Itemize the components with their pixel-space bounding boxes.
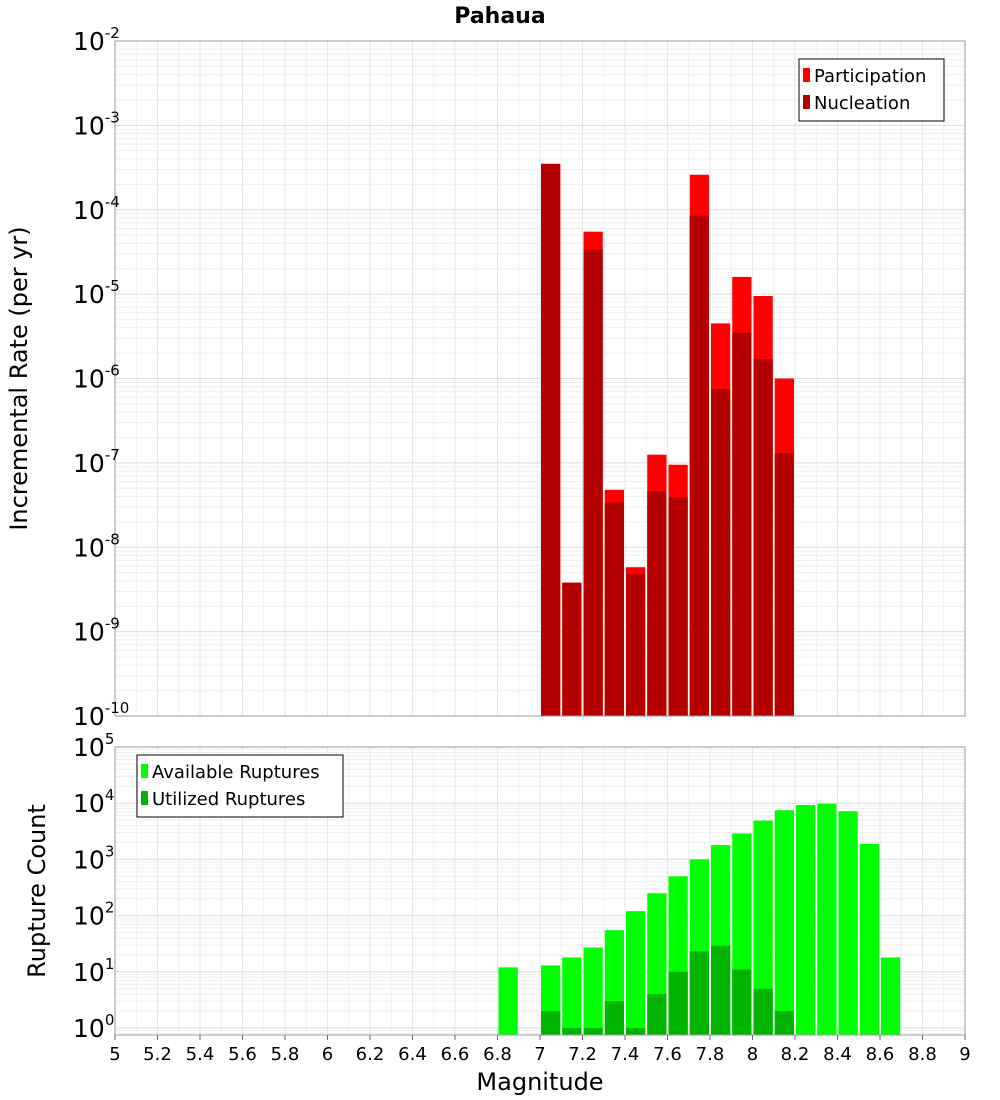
- available-ruptures-bar: [838, 811, 858, 1035]
- x-tick-labels: 5 5.2 5.4 5.6 5.8 6 6.2 6.4 6.6 6.8 7 7.2 7.4 7.6 7.8 8…: [109, 1035, 971, 1065]
- x-tick-label: 9: [959, 1044, 970, 1065]
- available-ruptures-bar: [498, 967, 518, 1035]
- y-tick-label: 10-7: [73, 446, 120, 478]
- available-ruptures-bar: [774, 810, 794, 1035]
- available-ruptures-bar: [626, 911, 646, 1035]
- legend-box: [798, 58, 945, 122]
- bottom-plot-bars: [498, 803, 901, 1035]
- y-tick-label: 105: [73, 730, 114, 762]
- x-tick-label: 6: [322, 1044, 333, 1065]
- utilized-ruptures-bar: [626, 1027, 646, 1035]
- available-ruptures-bar: [562, 957, 582, 1035]
- legend-label: Utilized Ruptures: [152, 789, 305, 810]
- utilized-ruptures-bar: [541, 1011, 561, 1035]
- y-tick-label: 10-5: [73, 277, 120, 309]
- x-axis-label: Magnitude: [476, 1068, 603, 1096]
- y-tick-label: 10-8: [73, 530, 120, 562]
- y-tick-label: 10-3: [73, 108, 120, 140]
- nucleation-bar: [626, 574, 646, 716]
- available-ruptures-bar: [881, 957, 901, 1035]
- x-tick-label: 7.4: [611, 1044, 640, 1065]
- utilized-ruptures-bar: [583, 1027, 603, 1035]
- x-tick-label: 6.2: [356, 1044, 385, 1065]
- y-tick-label: 10-6: [73, 362, 120, 394]
- nucleation-bar: [583, 249, 603, 716]
- nucleation-bar: [647, 491, 667, 716]
- x-tick-label: 7: [534, 1044, 545, 1065]
- x-tick-label: 5.8: [271, 1044, 300, 1065]
- top-y-tick-labels: 10-10 10-9 10-8 10-7 10-6 10-5 10-4 10-3 10-2: [73, 24, 129, 731]
- legend-label: Available Ruptures: [152, 762, 320, 783]
- legend-swatch: [141, 791, 148, 805]
- x-tick-label: 8.6: [866, 1044, 895, 1065]
- bottom-y-axis-label: Rupture Count: [23, 804, 51, 978]
- nucleation-bar: [774, 453, 794, 716]
- available-ruptures-bar: [859, 843, 879, 1035]
- x-tick-label: 6.8: [483, 1044, 512, 1065]
- y-tick-label: 10-2: [73, 24, 120, 56]
- utilized-ruptures-bar: [774, 1011, 794, 1035]
- x-tick-label: 5.6: [228, 1044, 257, 1065]
- y-tick-label: 102: [73, 899, 114, 931]
- x-tick-label: 8.8: [908, 1044, 937, 1065]
- top-plot-grid: [114, 40, 966, 717]
- y-tick-label: 10-10: [73, 699, 129, 731]
- y-tick-label: 10-4: [73, 193, 120, 225]
- x-tick-label: 8.4: [823, 1044, 852, 1065]
- y-tick-label: 101: [73, 955, 114, 987]
- x-tick-label: 6.6: [441, 1044, 470, 1065]
- x-tick-label: 5.2: [143, 1044, 172, 1065]
- y-tick-label: 104: [73, 786, 114, 818]
- nucleation-bar: [732, 332, 752, 716]
- available-ruptures-bar: [753, 820, 773, 1035]
- x-tick-label: 7.6: [653, 1044, 682, 1065]
- available-ruptures-bar: [583, 947, 603, 1035]
- utilized-ruptures-bar: [647, 994, 667, 1035]
- legend-label: Participation: [814, 66, 926, 87]
- nucleation-bar: [689, 215, 709, 717]
- utilized-ruptures-bar: [604, 1001, 624, 1035]
- nucleation-bar: [541, 163, 561, 717]
- x-tick-label: 6.4: [398, 1044, 427, 1065]
- y-tick-label: 103: [73, 842, 114, 874]
- x-tick-label: 5.4: [186, 1044, 215, 1065]
- available-ruptures-bar: [817, 803, 837, 1035]
- nucleation-bar: [711, 389, 731, 716]
- utilized-ruptures-bar: [562, 1027, 582, 1035]
- utilized-ruptures-bar: [668, 971, 688, 1035]
- bottom-legend: Available Ruptures Utilized Ruptures: [136, 754, 344, 818]
- top-plot-bars: [541, 163, 794, 717]
- y-tick-label: 10-9: [73, 615, 120, 647]
- nucleation-bar: [562, 582, 582, 716]
- top-plot-frame: [114, 40, 966, 717]
- x-tick-label: 7.2: [568, 1044, 597, 1065]
- legend-swatch: [141, 764, 148, 778]
- x-tick-label: 7.8: [696, 1044, 725, 1065]
- top-legend: Participation Nucleation: [798, 58, 945, 122]
- x-tick-label: 8: [747, 1044, 758, 1065]
- nucleation-bar: [753, 359, 773, 716]
- legend-box: [136, 754, 344, 818]
- available-ruptures-bar: [796, 804, 816, 1035]
- chart-title: Pahaua: [454, 4, 545, 29]
- top-y-axis-label: Incremental Rate (per yr): [5, 226, 33, 530]
- legend-label: Nucleation: [814, 93, 910, 114]
- nucleation-bar: [604, 502, 624, 716]
- bottom-y-tick-labels: 100 101 102 103 104 105: [73, 730, 114, 1043]
- legend-swatch: [803, 68, 810, 82]
- utilized-ruptures-bar: [689, 951, 709, 1035]
- utilized-ruptures-bar: [732, 969, 752, 1035]
- utilized-ruptures-bar: [711, 945, 731, 1035]
- x-tick-label: 8.2: [781, 1044, 810, 1065]
- utilized-ruptures-bar: [753, 988, 773, 1035]
- legend-swatch: [803, 95, 810, 109]
- x-tick-label: 5: [109, 1044, 120, 1065]
- nucleation-bar: [668, 497, 688, 716]
- y-tick-label: 100: [73, 1011, 114, 1043]
